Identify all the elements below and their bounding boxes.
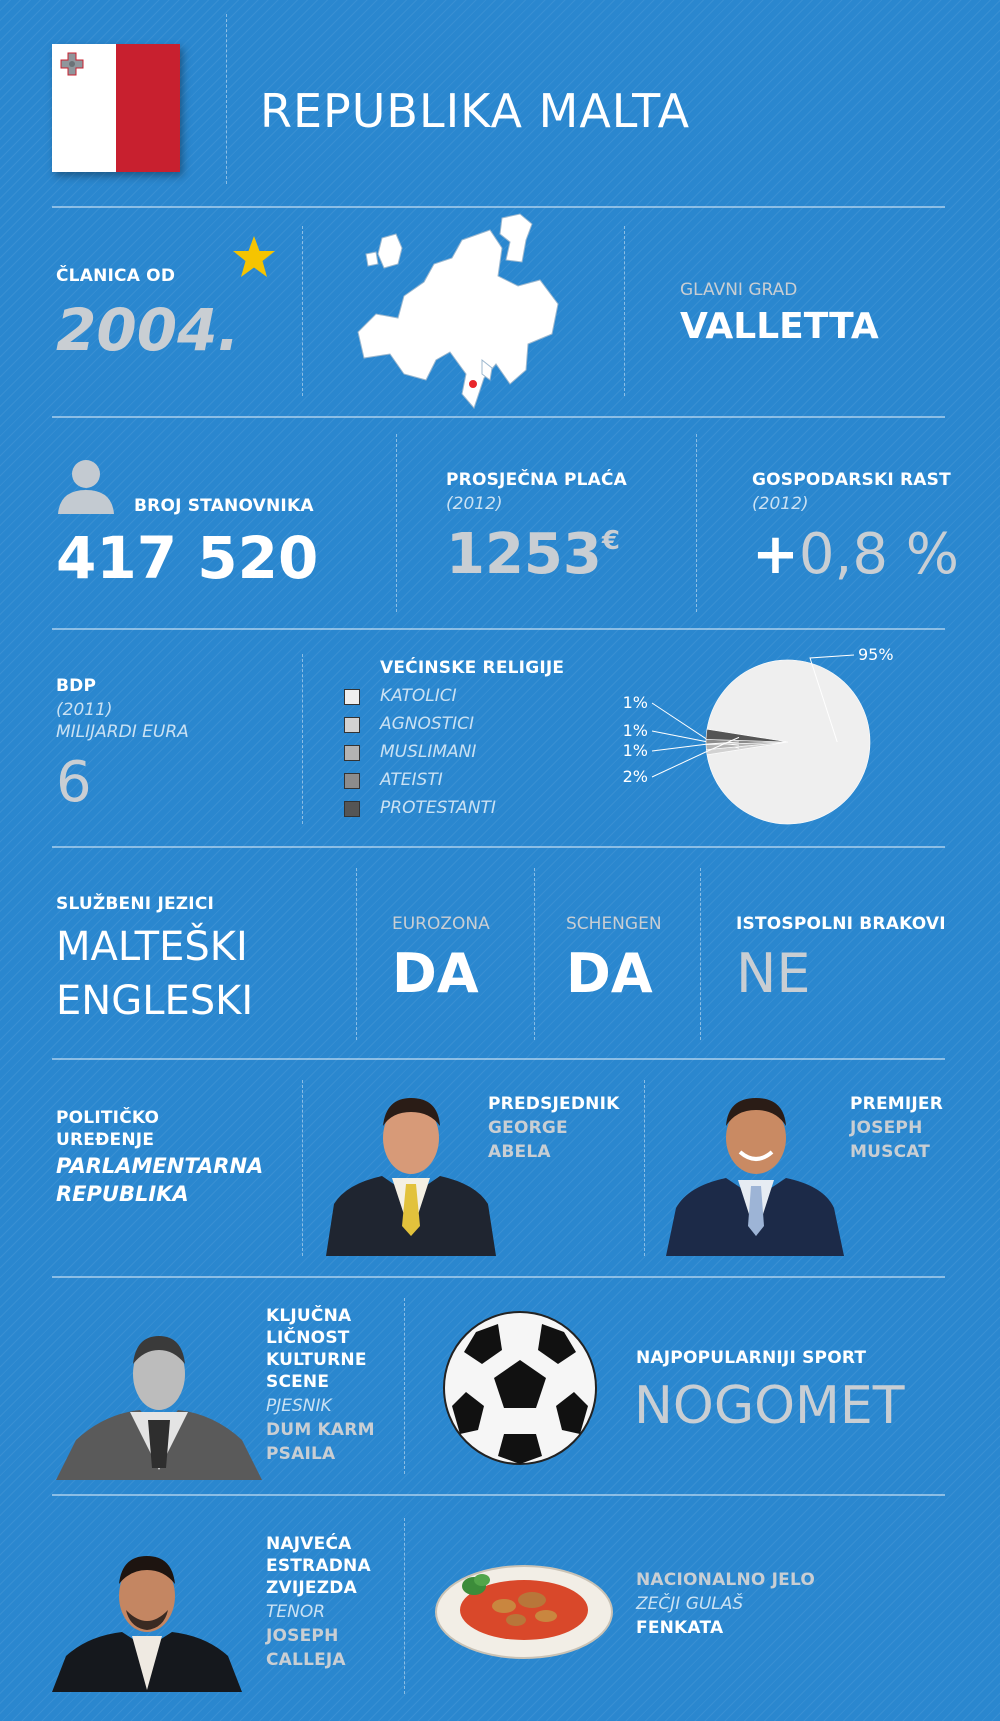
culture-name-1: DUM KARM xyxy=(266,1420,375,1440)
tenor-portrait xyxy=(52,1556,242,1692)
premier-portrait xyxy=(666,1098,844,1256)
president-last-name: ABELA xyxy=(488,1142,551,1162)
dish-name: FENKATA xyxy=(636,1618,724,1638)
star-label-1: NAJVEĆA xyxy=(266,1534,352,1554)
legend-label: AGNOSTICI xyxy=(380,714,474,734)
capital-label: GLAVNI GRAD xyxy=(680,280,798,300)
schengen-value: DA xyxy=(566,942,653,1005)
legend-item: MUSLIMANI xyxy=(344,742,604,766)
star-name-2: CALLEJA xyxy=(266,1650,346,1670)
person-icon xyxy=(58,460,114,514)
star-name-1: JOSEPH xyxy=(266,1626,339,1646)
president-first-name: GEORGE xyxy=(488,1118,568,1138)
salary-year: (2012) xyxy=(446,494,503,514)
marriage-label: ISTOSPOLNI BRAKOVI xyxy=(736,914,946,934)
culture-label-1: KLJUČNA xyxy=(266,1306,352,1326)
culture-label-4: SCENE xyxy=(266,1372,330,1392)
star-label-3: ZVIJEZDA xyxy=(266,1578,357,1598)
europe-map-icon xyxy=(357,213,559,409)
sport-label: NAJPOPULARNIJI SPORT xyxy=(636,1348,867,1368)
malta-marker xyxy=(469,380,477,388)
star-label-2: ESTRADNA xyxy=(266,1556,371,1576)
pie-slice xyxy=(705,728,789,743)
culture-role: PJESNIK xyxy=(266,1396,332,1416)
religions-title: VEĆINSKE RELIGIJE xyxy=(380,658,565,678)
dish-label: NACIONALNO JELO xyxy=(636,1570,816,1590)
salary-value: 1253€ xyxy=(446,522,620,587)
legend-label: PROTESTANTI xyxy=(380,798,496,818)
legend-swatch xyxy=(344,801,360,817)
gdp-year: (2011) xyxy=(56,700,113,720)
george-cross-icon xyxy=(60,52,84,76)
growth-year: (2012) xyxy=(752,494,809,514)
legend-item: ATEISTI xyxy=(344,770,604,794)
star-icon xyxy=(233,236,275,277)
membership-year: 2004. xyxy=(56,296,240,364)
growth-value: +0,8 % xyxy=(752,522,959,587)
pie-slice xyxy=(706,659,871,825)
poet-portrait xyxy=(56,1336,262,1480)
capital-value: VALLETTA xyxy=(680,306,879,347)
pie-data-label: 95% xyxy=(858,646,894,664)
culture-name-2: PSAILA xyxy=(266,1444,336,1464)
flag-of-malta xyxy=(52,44,180,172)
premier-last-name: MUSCAT xyxy=(850,1142,931,1162)
pie-data-label: 1% xyxy=(623,721,648,740)
growth-label: GOSPODARSKI RAST xyxy=(752,470,951,490)
euro-sign: € xyxy=(601,526,620,556)
legend-swatch xyxy=(344,773,360,789)
gdp-unit: MILIJARDI EURA xyxy=(56,722,189,742)
pie-data-label: 1% xyxy=(623,693,648,712)
star-role: TENOR xyxy=(266,1602,326,1622)
pie-leader-line xyxy=(651,741,739,752)
legend-swatch xyxy=(344,745,360,761)
legend-item: PROTESTANTI xyxy=(344,798,604,822)
premier-role: PREMIJER xyxy=(850,1094,944,1114)
legend-swatch xyxy=(344,717,360,733)
language-maltese: MALTEŠKI xyxy=(56,924,248,970)
stew-plate-icon xyxy=(435,1565,613,1659)
culture-label-3: KULTURNE xyxy=(266,1350,367,1370)
gdp-value: 6 xyxy=(56,750,92,815)
membership-label: ČLANICA OD xyxy=(56,266,176,286)
pie-leader-line xyxy=(651,736,740,778)
salary-label: PROSJEČNA PLAĆA xyxy=(446,470,628,490)
legend-label: ATEISTI xyxy=(380,770,443,790)
football-icon xyxy=(443,1311,597,1465)
language-english: ENGLESKI xyxy=(56,978,254,1024)
sport-value: NOGOMET xyxy=(634,1376,905,1436)
culture-label-2: LIČNOST xyxy=(266,1328,350,1348)
politics-label-2: UREĐENJE xyxy=(56,1130,155,1150)
gdp-label: BDP xyxy=(56,676,97,696)
legend-swatch xyxy=(344,689,360,705)
president-role: PREDSJEDNIK xyxy=(488,1094,620,1114)
legend-label: KATOLICI xyxy=(380,686,457,706)
marriage-value: NE xyxy=(736,942,811,1005)
religion-pie-chart: 95%1%1%1%2% xyxy=(623,646,894,825)
eurozone-label: EUROZONA xyxy=(392,914,490,934)
legend-item: KATOLICI xyxy=(344,686,604,710)
pie-leader-line xyxy=(809,654,855,743)
population-label: BROJ STANOVNIKA xyxy=(134,496,314,516)
population-value: 417 520 xyxy=(56,524,319,592)
premier-first-name: JOSEPH xyxy=(850,1118,923,1138)
politics-label-1: POLITIČKO xyxy=(56,1108,160,1128)
pie-data-label: 2% xyxy=(623,767,648,786)
legend-label: MUSLIMANI xyxy=(380,742,477,762)
pie-data-label: 1% xyxy=(623,741,648,760)
dish-description: ZEČJI GULAŠ xyxy=(636,1594,744,1614)
president-portrait xyxy=(326,1098,496,1256)
eurozone-value: DA xyxy=(392,942,479,1005)
languages-label: SLUŽBENI JEZICI xyxy=(56,894,215,914)
schengen-label: SCHENGEN xyxy=(566,914,662,934)
growth-sign: + xyxy=(752,522,799,587)
page-title: REPUBLIKA MALTA xyxy=(260,84,691,138)
politics-value-1: PARLAMENTARNA xyxy=(56,1154,264,1178)
legend-item: AGNOSTICI xyxy=(344,714,604,738)
politics-value-2: REPUBLIKA xyxy=(56,1182,189,1206)
